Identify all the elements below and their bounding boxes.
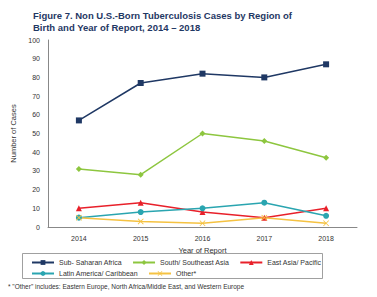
svg-text:0: 0 <box>36 224 40 231</box>
svg-text:Birth and Year of Report, 2014: Birth and Year of Report, 2014 – 2018 <box>33 22 200 33</box>
svg-text:40: 40 <box>32 149 40 156</box>
svg-text:2016: 2016 <box>195 235 211 242</box>
svg-text:Latin America/ Caribbean: Latin America/ Caribbean <box>59 270 138 277</box>
svg-text:South/ Southeast Asia: South/ Southeast Asia <box>160 259 229 266</box>
svg-text:2017: 2017 <box>257 235 273 242</box>
svg-text:70: 70 <box>32 93 40 100</box>
svg-text:30: 30 <box>32 167 40 174</box>
svg-text:Sub- Saharan Africa: Sub- Saharan Africa <box>59 259 122 266</box>
svg-text:Other*: Other* <box>176 270 197 277</box>
svg-text:10: 10 <box>32 205 40 212</box>
svg-text:* "Other" includes: Eastern Eu: * "Other" includes: Eastern Europe, Nort… <box>8 283 244 291</box>
svg-text:20: 20 <box>32 186 40 193</box>
svg-text:2014: 2014 <box>71 235 87 242</box>
svg-text:100: 100 <box>28 37 40 44</box>
svg-text:Number of Cases: Number of Cases <box>9 104 18 163</box>
svg-text:60: 60 <box>32 111 40 118</box>
svg-text:2018: 2018 <box>318 235 334 242</box>
svg-text:Year of Report: Year of Report <box>178 246 227 255</box>
svg-text:East Asia/ Pacific: East Asia/ Pacific <box>267 259 321 266</box>
svg-text:90: 90 <box>32 55 40 62</box>
svg-text:80: 80 <box>32 74 40 81</box>
svg-text:Figure 7. Non U.S.-Born Tuberc: Figure 7. Non U.S.-Born Tuberculosis Cas… <box>33 10 293 21</box>
svg-text:50: 50 <box>32 130 40 137</box>
svg-text:2015: 2015 <box>133 235 149 242</box>
